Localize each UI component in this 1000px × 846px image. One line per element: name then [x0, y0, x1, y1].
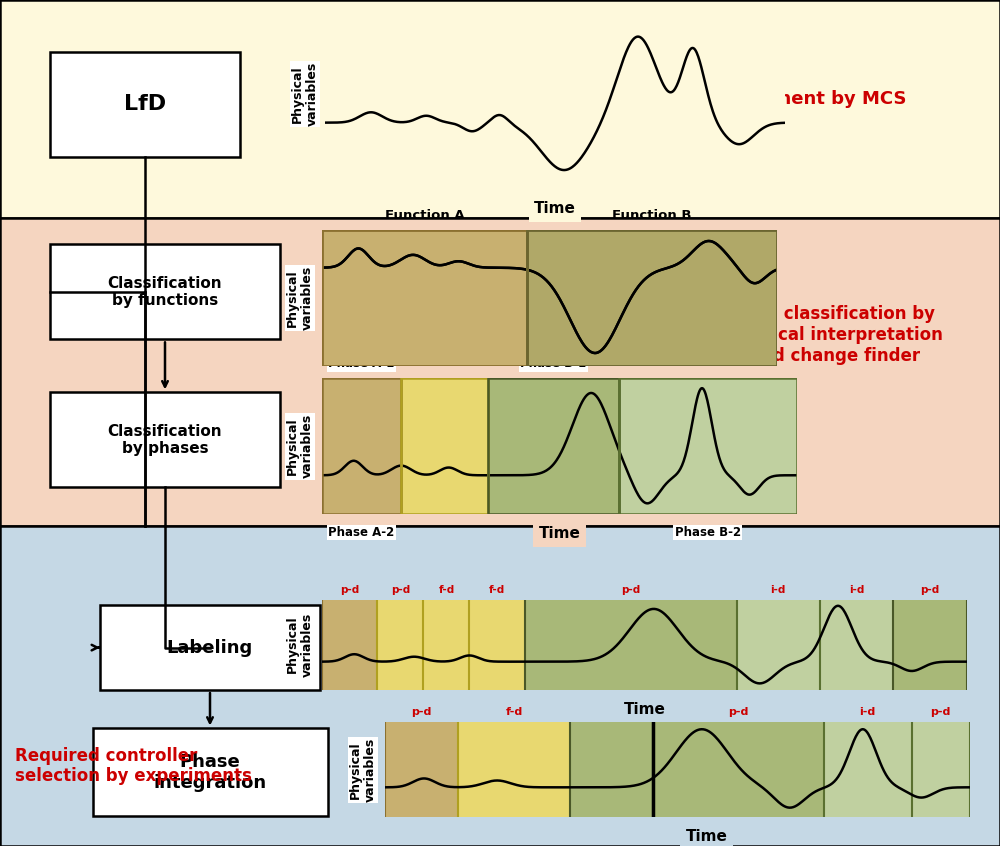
- Bar: [92, 728, 328, 816]
- Text: Physical
variables: Physical variables: [286, 613, 314, 677]
- Bar: [570, 722, 653, 817]
- Bar: [619, 378, 797, 514]
- Text: Time: Time: [534, 201, 576, 216]
- Text: Phase
integration: Phase integration: [153, 753, 267, 792]
- Text: Phase B-2: Phase B-2: [675, 526, 741, 539]
- Text: Time: Time: [686, 829, 728, 844]
- Bar: [0, 526, 1000, 846]
- Bar: [50, 393, 280, 487]
- Bar: [469, 600, 525, 689]
- Bar: [322, 230, 527, 365]
- Bar: [322, 230, 527, 365]
- Text: Data classification by
physical interpretation
and change finder: Data classification by physical interpre…: [728, 305, 942, 365]
- Bar: [0, 218, 1000, 526]
- Text: Phase A-1: Phase A-1: [328, 358, 395, 371]
- Bar: [401, 378, 488, 514]
- Text: Physical
variables: Physical variables: [286, 414, 314, 478]
- Bar: [100, 605, 320, 690]
- Text: p-d: p-d: [621, 585, 640, 595]
- Text: p-d: p-d: [921, 585, 940, 595]
- Bar: [525, 600, 737, 689]
- Text: Physical
variables: Physical variables: [291, 62, 319, 126]
- Bar: [385, 722, 458, 817]
- Bar: [527, 230, 777, 365]
- Bar: [401, 378, 488, 514]
- Text: Labeling: Labeling: [167, 639, 253, 656]
- Text: p-d: p-d: [728, 707, 749, 717]
- Text: p-d: p-d: [931, 707, 951, 717]
- Bar: [824, 722, 912, 817]
- Text: Physical
variables: Physical variables: [349, 738, 377, 802]
- Bar: [737, 600, 820, 689]
- Bar: [820, 600, 893, 689]
- Text: i-d: i-d: [770, 585, 786, 595]
- Text: Function A: Function A: [385, 209, 464, 222]
- Text: Phase A-2: Phase A-2: [328, 526, 395, 539]
- Bar: [893, 600, 967, 689]
- Text: f-d: f-d: [489, 585, 505, 595]
- Text: Time: Time: [529, 378, 570, 393]
- Bar: [423, 600, 469, 689]
- Bar: [912, 722, 970, 817]
- Text: Required controller
selection by experiments: Required controller selection by experim…: [15, 747, 252, 785]
- Text: p-d: p-d: [411, 707, 432, 717]
- Bar: [322, 378, 401, 514]
- Text: i-d: i-d: [849, 585, 864, 595]
- Bar: [50, 52, 240, 157]
- Text: Data obtainment by MCS: Data obtainment by MCS: [654, 90, 906, 108]
- Text: Time: Time: [539, 526, 580, 541]
- Bar: [488, 378, 619, 514]
- Bar: [653, 722, 824, 817]
- Text: Physical
variables: Physical variables: [286, 266, 314, 330]
- Text: Function B: Function B: [612, 209, 692, 222]
- Bar: [322, 378, 401, 514]
- Text: i-d: i-d: [860, 707, 876, 717]
- Text: p-d: p-d: [340, 585, 359, 595]
- Text: LfD: LfD: [124, 94, 166, 114]
- Text: Classification
by functions: Classification by functions: [108, 276, 222, 308]
- Bar: [458, 722, 570, 817]
- Text: Time: Time: [624, 701, 665, 717]
- Bar: [50, 244, 280, 339]
- Bar: [0, 0, 1000, 218]
- Text: f-d: f-d: [506, 707, 523, 717]
- Bar: [488, 378, 619, 514]
- Text: Classification
by phases: Classification by phases: [108, 424, 222, 456]
- Text: p-d: p-d: [391, 585, 410, 595]
- Bar: [619, 378, 797, 514]
- Text: f-d: f-d: [438, 585, 455, 595]
- Bar: [377, 600, 423, 689]
- Text: Phase B-1: Phase B-1: [520, 358, 587, 371]
- Bar: [527, 230, 777, 365]
- Bar: [322, 600, 377, 689]
